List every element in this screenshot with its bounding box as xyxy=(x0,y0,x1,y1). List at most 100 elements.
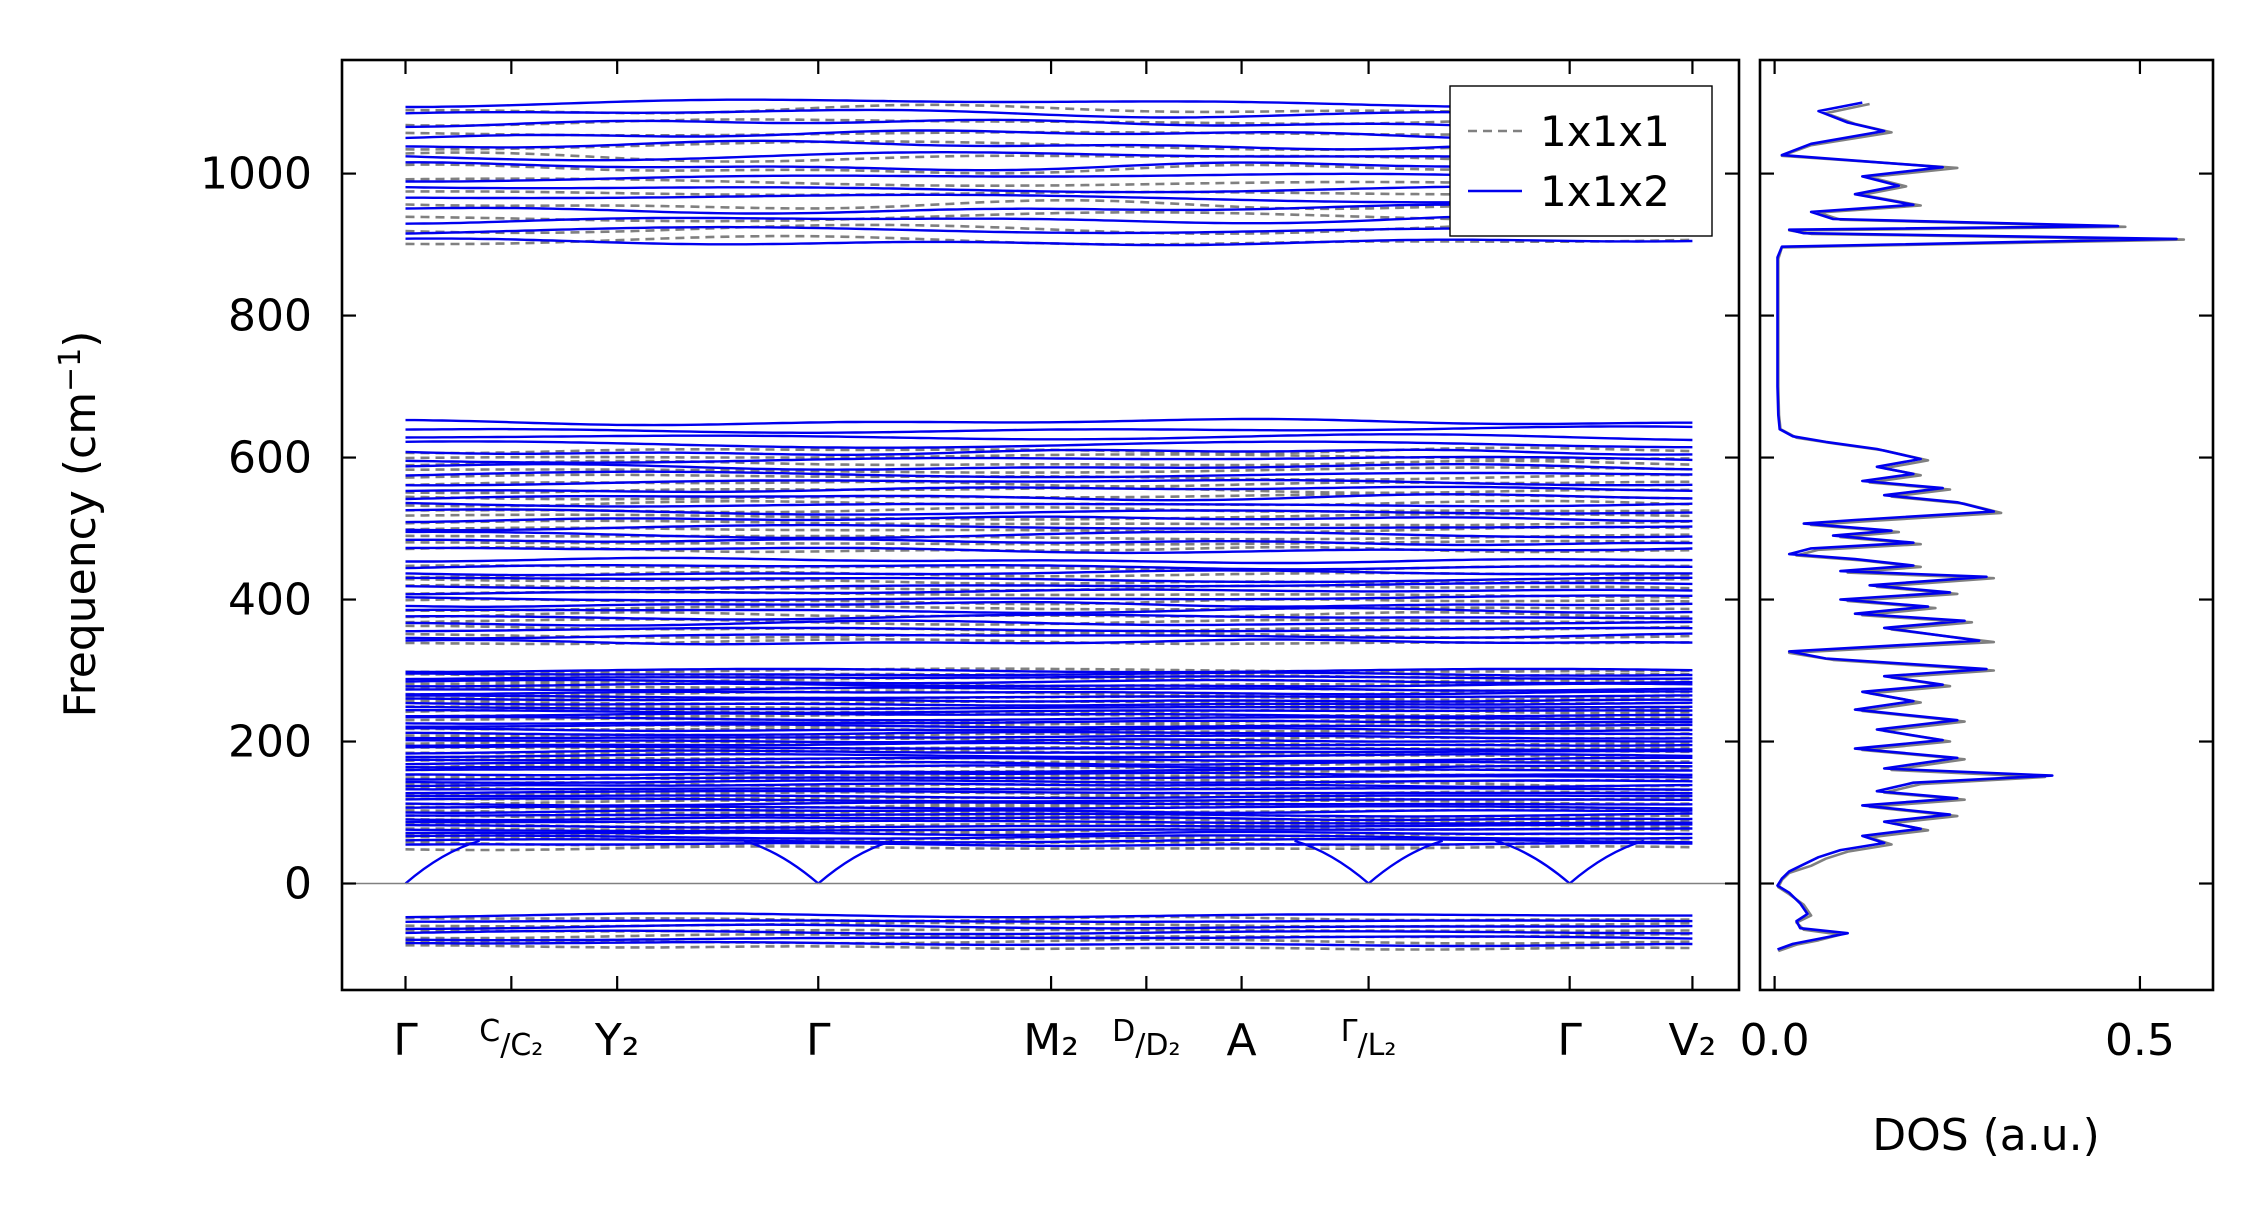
acoustic-branch xyxy=(1294,839,1370,885)
y-axis-label-superscript: −1 xyxy=(53,348,88,392)
band-line xyxy=(405,834,1693,840)
band-line xyxy=(405,671,1693,677)
band-line xyxy=(405,760,1693,766)
band-lines xyxy=(342,98,1739,951)
acoustic-branch xyxy=(1568,839,1645,885)
acoustic-branch xyxy=(1367,839,1444,885)
band-line xyxy=(405,588,1693,596)
k-point-label: A xyxy=(1227,1015,1257,1066)
band-line xyxy=(405,929,1693,936)
band-line xyxy=(405,618,1693,626)
y-tick-label: 1000 xyxy=(200,149,312,200)
band-line xyxy=(405,709,1693,715)
acoustic-branch xyxy=(1495,839,1571,885)
acoustic-branch xyxy=(743,839,820,885)
band-line xyxy=(405,797,1693,803)
band-line xyxy=(405,234,1693,246)
band-line xyxy=(405,841,1693,848)
band-line xyxy=(405,470,1693,479)
dos-x-tick-label: 0.0 xyxy=(1740,1015,1810,1066)
band-line xyxy=(405,440,1693,449)
k-point-label: D/D₂ xyxy=(1112,1014,1180,1063)
band-line xyxy=(405,771,1693,777)
band-line xyxy=(405,485,1693,494)
band-line xyxy=(405,455,1693,464)
band-line xyxy=(405,605,1693,612)
k-point-label: Γ xyxy=(1557,1015,1582,1066)
band-line xyxy=(405,801,1693,807)
k-point-label: M₂ xyxy=(1023,1015,1079,1066)
k-point-label: Γ/L₂ xyxy=(1341,1014,1397,1063)
band-line xyxy=(405,727,1693,733)
band-line xyxy=(405,782,1693,789)
band-line xyxy=(405,794,1693,800)
band-line xyxy=(405,756,1693,763)
k-point-label: Γ xyxy=(806,1015,831,1066)
band-line xyxy=(405,682,1693,688)
band-line xyxy=(405,546,1693,555)
band-line xyxy=(405,473,1693,481)
legend: 1x1x1 1x1x2 xyxy=(1449,85,1713,237)
band-line xyxy=(405,944,1693,951)
band-line xyxy=(405,425,1693,434)
band-line xyxy=(405,845,1693,852)
dos-plot-frame xyxy=(1758,58,2215,992)
band-line xyxy=(405,417,1693,427)
acoustic-branch xyxy=(817,839,893,885)
legend-box xyxy=(1449,85,1713,237)
y-tick-label: 600 xyxy=(228,433,312,484)
band-line xyxy=(405,686,1693,692)
acoustic-branch xyxy=(404,839,480,885)
band-line xyxy=(405,779,1693,784)
dos-ticks: 0.0 0.5 xyxy=(1740,60,2213,1066)
y-tick-label: 0 xyxy=(284,859,312,910)
band-line xyxy=(405,809,1693,814)
k-point-label: Y₂ xyxy=(594,1015,640,1066)
band-line xyxy=(405,539,1693,546)
dos-x-tick-label: 0.5 xyxy=(2105,1015,2175,1066)
band-line xyxy=(405,519,1693,527)
y-axis-label-end: ) xyxy=(55,331,106,348)
band-line xyxy=(405,753,1693,759)
band-line xyxy=(405,697,1693,703)
band-line xyxy=(405,610,1693,619)
band-line xyxy=(405,515,1693,524)
band-line xyxy=(405,433,1693,442)
band-line xyxy=(405,667,1693,674)
band-line xyxy=(405,523,1693,532)
band-line xyxy=(405,564,1693,571)
band-line xyxy=(405,764,1693,770)
band-line xyxy=(405,734,1693,740)
band-line xyxy=(405,819,1693,825)
band-line xyxy=(405,827,1693,833)
band-line xyxy=(405,749,1693,755)
band-line xyxy=(405,446,1693,455)
band-line xyxy=(405,501,1693,508)
band-line xyxy=(405,799,1693,806)
band-line xyxy=(405,448,1693,456)
band-line xyxy=(405,237,1693,247)
band-line xyxy=(405,538,1693,547)
band-line xyxy=(405,667,1693,674)
band-line xyxy=(405,508,1693,516)
band-ticks: 0 200 400 600 800 1000 Γ C/C₂ Y₂ Γ M₂ D/D₂ A Γ/L₂ Γ V₂ xyxy=(200,60,1739,1066)
band-line xyxy=(405,923,1693,930)
band-line xyxy=(405,613,1693,621)
band-line xyxy=(405,453,1693,461)
band-line xyxy=(405,676,1693,683)
band-line xyxy=(405,466,1693,474)
band-line xyxy=(405,723,1693,729)
band-plot-frame xyxy=(340,58,1741,992)
y-tick-label: 200 xyxy=(228,717,312,768)
legend-label: 1x1x1 xyxy=(1540,107,1670,156)
band-line xyxy=(405,478,1693,487)
band-line xyxy=(405,463,1693,471)
k-point-label: Γ xyxy=(393,1015,418,1066)
band-line xyxy=(405,499,1693,508)
band-line xyxy=(405,775,1693,781)
band-line xyxy=(405,695,1693,701)
band-line xyxy=(405,787,1693,791)
band-line xyxy=(405,830,1693,837)
band-line xyxy=(405,730,1693,737)
